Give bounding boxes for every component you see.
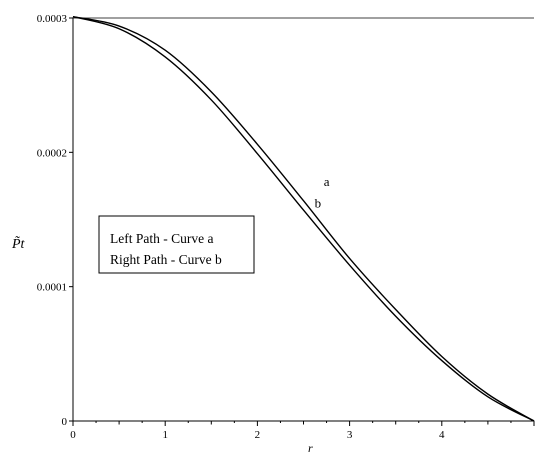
x-tick-label: 3 [347,429,353,441]
x-tick-label: 0 [70,429,76,441]
legend-frame [98,215,255,274]
x-axis-label: r [308,441,313,455]
curve-annotations: ab [315,174,330,210]
x-tick-label: 2 [255,429,261,441]
x-ticks: 0 1 2 3 4 [70,421,535,441]
x-tick-label: 4 [439,429,445,441]
curves [72,15,535,422]
y-ticks: 0 0.0001 0.0002 0.0003 [37,13,73,428]
curve-b [72,15,535,422]
curve-a [72,15,535,422]
y-tick-label: 0 [62,416,68,428]
legend-line-a: Left Path - Curve a [110,231,213,246]
legend-line-b: Right Path - Curve b [110,252,222,267]
curve-label-b: b [315,195,322,210]
curve-label-a: a [324,174,330,189]
y-axis-label: P̃t [11,236,26,252]
y-tick-label: 0.0003 [37,13,68,25]
y-tick-label: 0.0001 [37,282,67,294]
x-tick-label: 1 [162,429,168,441]
legend-box: Left Path - Curve a Right Path - Curve b [98,215,255,274]
y-tick-label: 0.0002 [37,147,67,159]
